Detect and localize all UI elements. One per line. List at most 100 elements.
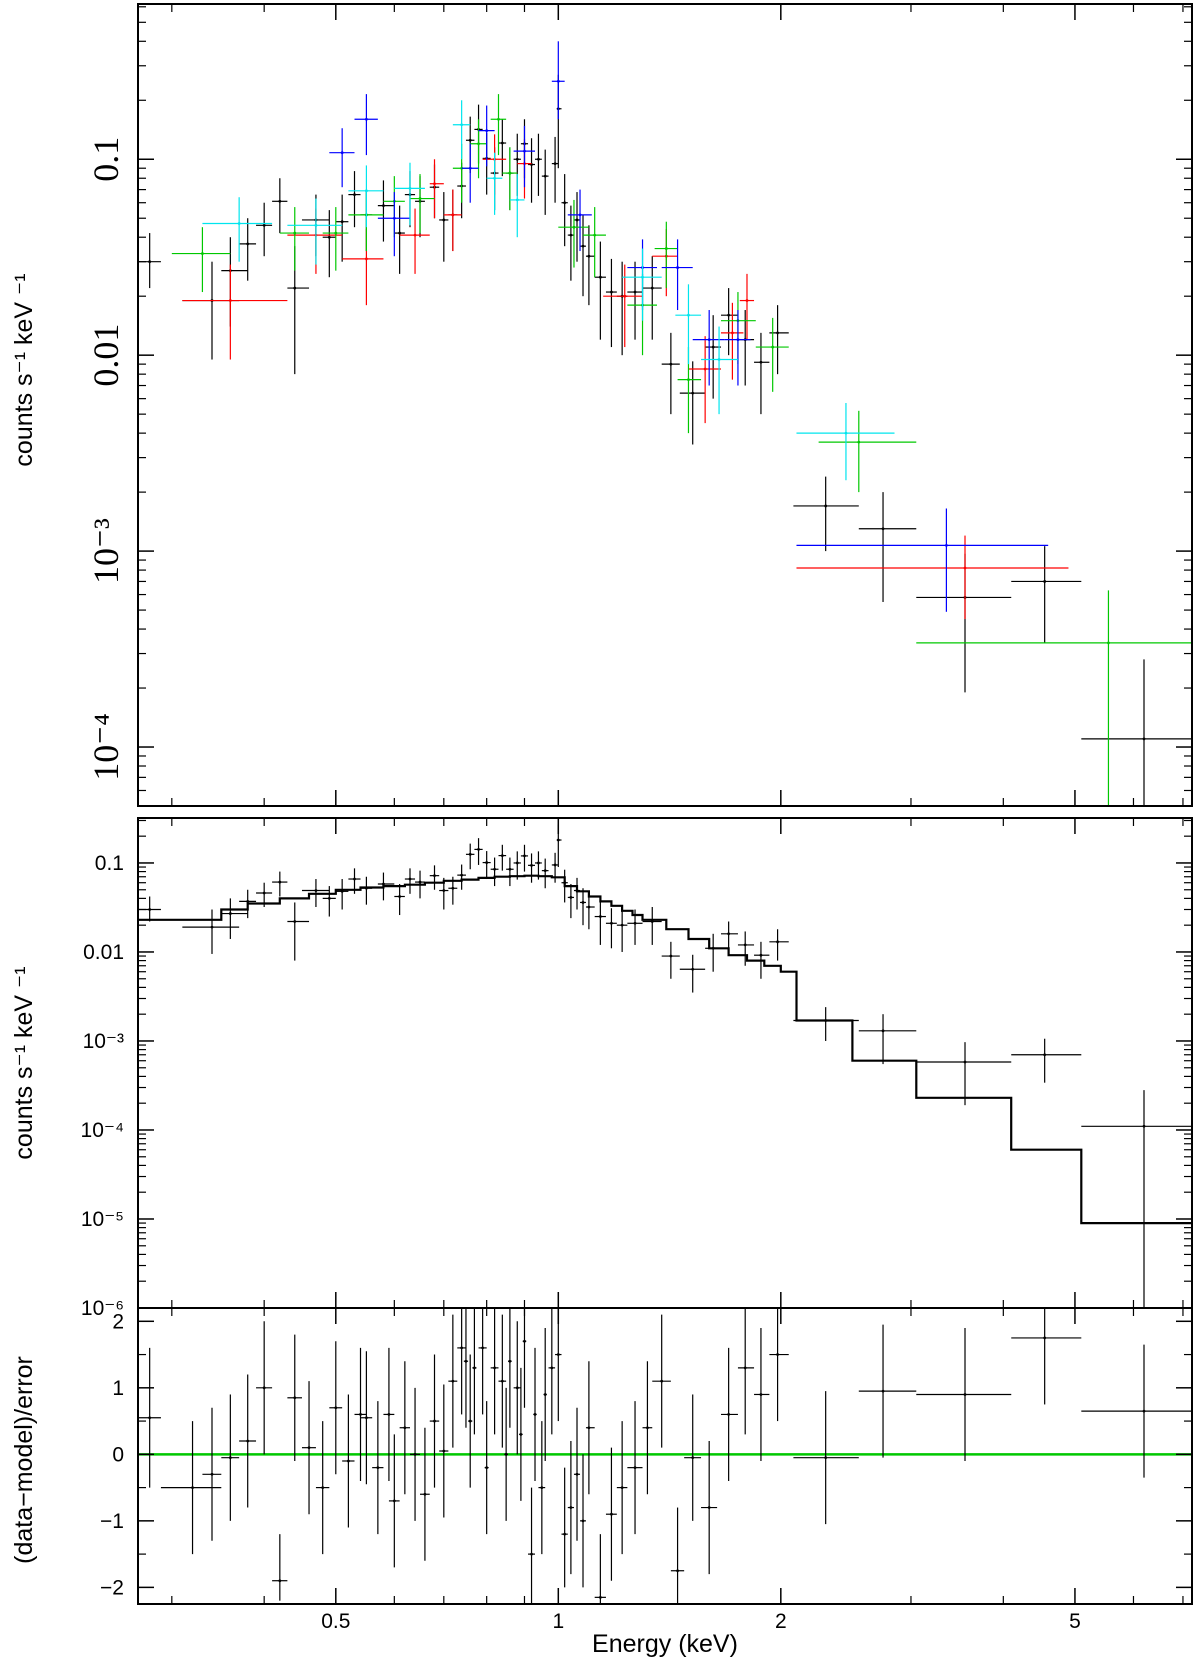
data-marker: [278, 880, 282, 884]
data-point-data-2-2: [342, 229, 384, 306]
data-marker: [493, 176, 497, 180]
series-residuals: [138, 1308, 1192, 1604]
data-point-residuals-29: [490, 1308, 499, 1435]
y-tick-label-0: 0.1: [95, 852, 124, 875]
series-data-5: [202, 100, 895, 481]
data-point-data-1-5: [272, 178, 288, 234]
data-point-residuals-21: [439, 1384, 449, 1518]
data-marker: [340, 889, 344, 893]
data-marker: [575, 1472, 579, 1476]
data-marker: [468, 138, 472, 142]
data-point-residuals-48: [605, 1447, 617, 1581]
data-point-data-1-40: [616, 261, 628, 356]
data-point-residuals-25: [468, 1354, 473, 1488]
data-point-residuals-26: [472, 1308, 477, 1435]
data-point-data-1-43: [661, 332, 680, 415]
data-marker: [477, 142, 480, 146]
data-point-residuals-15: [383, 1347, 395, 1481]
data-point-data-3-7: [470, 119, 487, 179]
y-tick-label-2: 10⁻³: [83, 1030, 124, 1053]
data-point-residuals-5: [256, 1321, 273, 1455]
data-marker: [293, 1396, 297, 1400]
data-marker: [228, 299, 232, 302]
data-marker: [660, 1379, 664, 1383]
data-point-combined-data-51: [858, 1014, 917, 1065]
data-point-combined-data-35: [573, 877, 581, 910]
data-marker: [278, 1579, 282, 1583]
data-point-residuals-1: [160, 1421, 222, 1555]
data-point-data-2-5: [443, 189, 462, 252]
data-marker: [563, 1532, 567, 1536]
data-point-combined-data-42: [642, 907, 662, 945]
data-marker: [727, 313, 731, 317]
data-marker: [387, 1413, 391, 1416]
data-marker: [587, 1426, 591, 1430]
data-marker: [364, 189, 368, 193]
data-point-combined-data-18: [448, 876, 458, 905]
data-marker: [327, 235, 331, 239]
data-point-combined-data-23: [490, 857, 499, 887]
series-data-3: [171, 94, 1192, 806]
y-tick-label-5: 10⁻⁶: [81, 1297, 124, 1320]
data-point-residuals-41: [555, 1308, 562, 1422]
data-marker: [776, 940, 779, 944]
data-point-residuals-14: [372, 1401, 384, 1535]
data-point-data-4-0: [329, 128, 355, 188]
data-point-data-1-4: [256, 202, 273, 257]
data-point-combined-data-11: [360, 876, 373, 905]
middle-data-layer: [138, 824, 1192, 1308]
data-point-combined-data-25: [506, 857, 514, 887]
data-point-data-1-2: [221, 237, 248, 327]
data-point-combined-data-54: [1081, 1090, 1192, 1308]
data-marker: [587, 905, 591, 909]
data-marker: [610, 921, 613, 925]
top-y-axis-label: counts s⁻¹ keV ⁻¹: [10, 273, 38, 466]
data-point-residuals-58: [754, 1327, 770, 1461]
data-marker: [468, 1419, 472, 1423]
data-marker: [533, 1413, 537, 1416]
data-point-data-1-24: [498, 119, 507, 177]
data-point-combined-data-32: [556, 824, 562, 868]
data-marker: [556, 79, 560, 83]
data-point-combined-data-28: [528, 853, 536, 883]
data-point-combined-data-38: [594, 900, 606, 945]
data-point-data-2-13: [796, 535, 1069, 620]
data-point-residuals-23: [457, 1308, 466, 1415]
data-marker: [485, 861, 489, 864]
bottom-tick-layer: 2 1 0 −1 −2 0.5 1 2 5: [100, 1308, 1192, 1633]
data-marker: [691, 1456, 695, 1460]
data-point-data-4-7: [567, 189, 592, 252]
series-data-4: [329, 41, 1049, 612]
data-point-residuals-35: [522, 1308, 527, 1408]
data-marker: [537, 861, 540, 865]
data-marker: [881, 1029, 885, 1033]
data-point-combined-data-52: [916, 1042, 1012, 1106]
data-marker: [691, 967, 695, 971]
data-marker: [881, 1389, 885, 1393]
data-point-residuals-64: [1081, 1344, 1192, 1478]
y-tick-label-1: 0.01: [83, 941, 124, 964]
y-tick-label-0: 2: [112, 1310, 124, 1333]
data-point-residuals-51: [642, 1361, 653, 1495]
data-marker: [572, 225, 576, 229]
data-marker: [563, 881, 567, 885]
data-marker: [451, 213, 455, 217]
y-tick-label-3: 10⁻⁴: [81, 1119, 124, 1142]
data-marker: [515, 861, 519, 865]
data-point-data-3-14: [677, 347, 702, 434]
data-point-data-5-3: [394, 162, 425, 226]
data-marker: [578, 213, 582, 217]
data-marker: [824, 504, 828, 508]
series-data-1: [138, 74, 1192, 806]
data-marker: [1043, 1336, 1047, 1340]
data-point-residuals-18: [409, 1387, 421, 1521]
data-marker: [598, 275, 602, 279]
data-point-data-4-4: [478, 105, 495, 167]
data-marker: [519, 1432, 523, 1436]
data-point-data-2-11: [720, 302, 744, 380]
middle-tick-layer: 0.1 0.01 10⁻³ 10⁻⁴ 10⁻⁵ 10⁻⁶: [81, 818, 1192, 1320]
data-point-data-1-47: [737, 310, 755, 386]
data-point-data-2-1: [287, 208, 343, 274]
data-point-residuals-42: [561, 1467, 568, 1588]
